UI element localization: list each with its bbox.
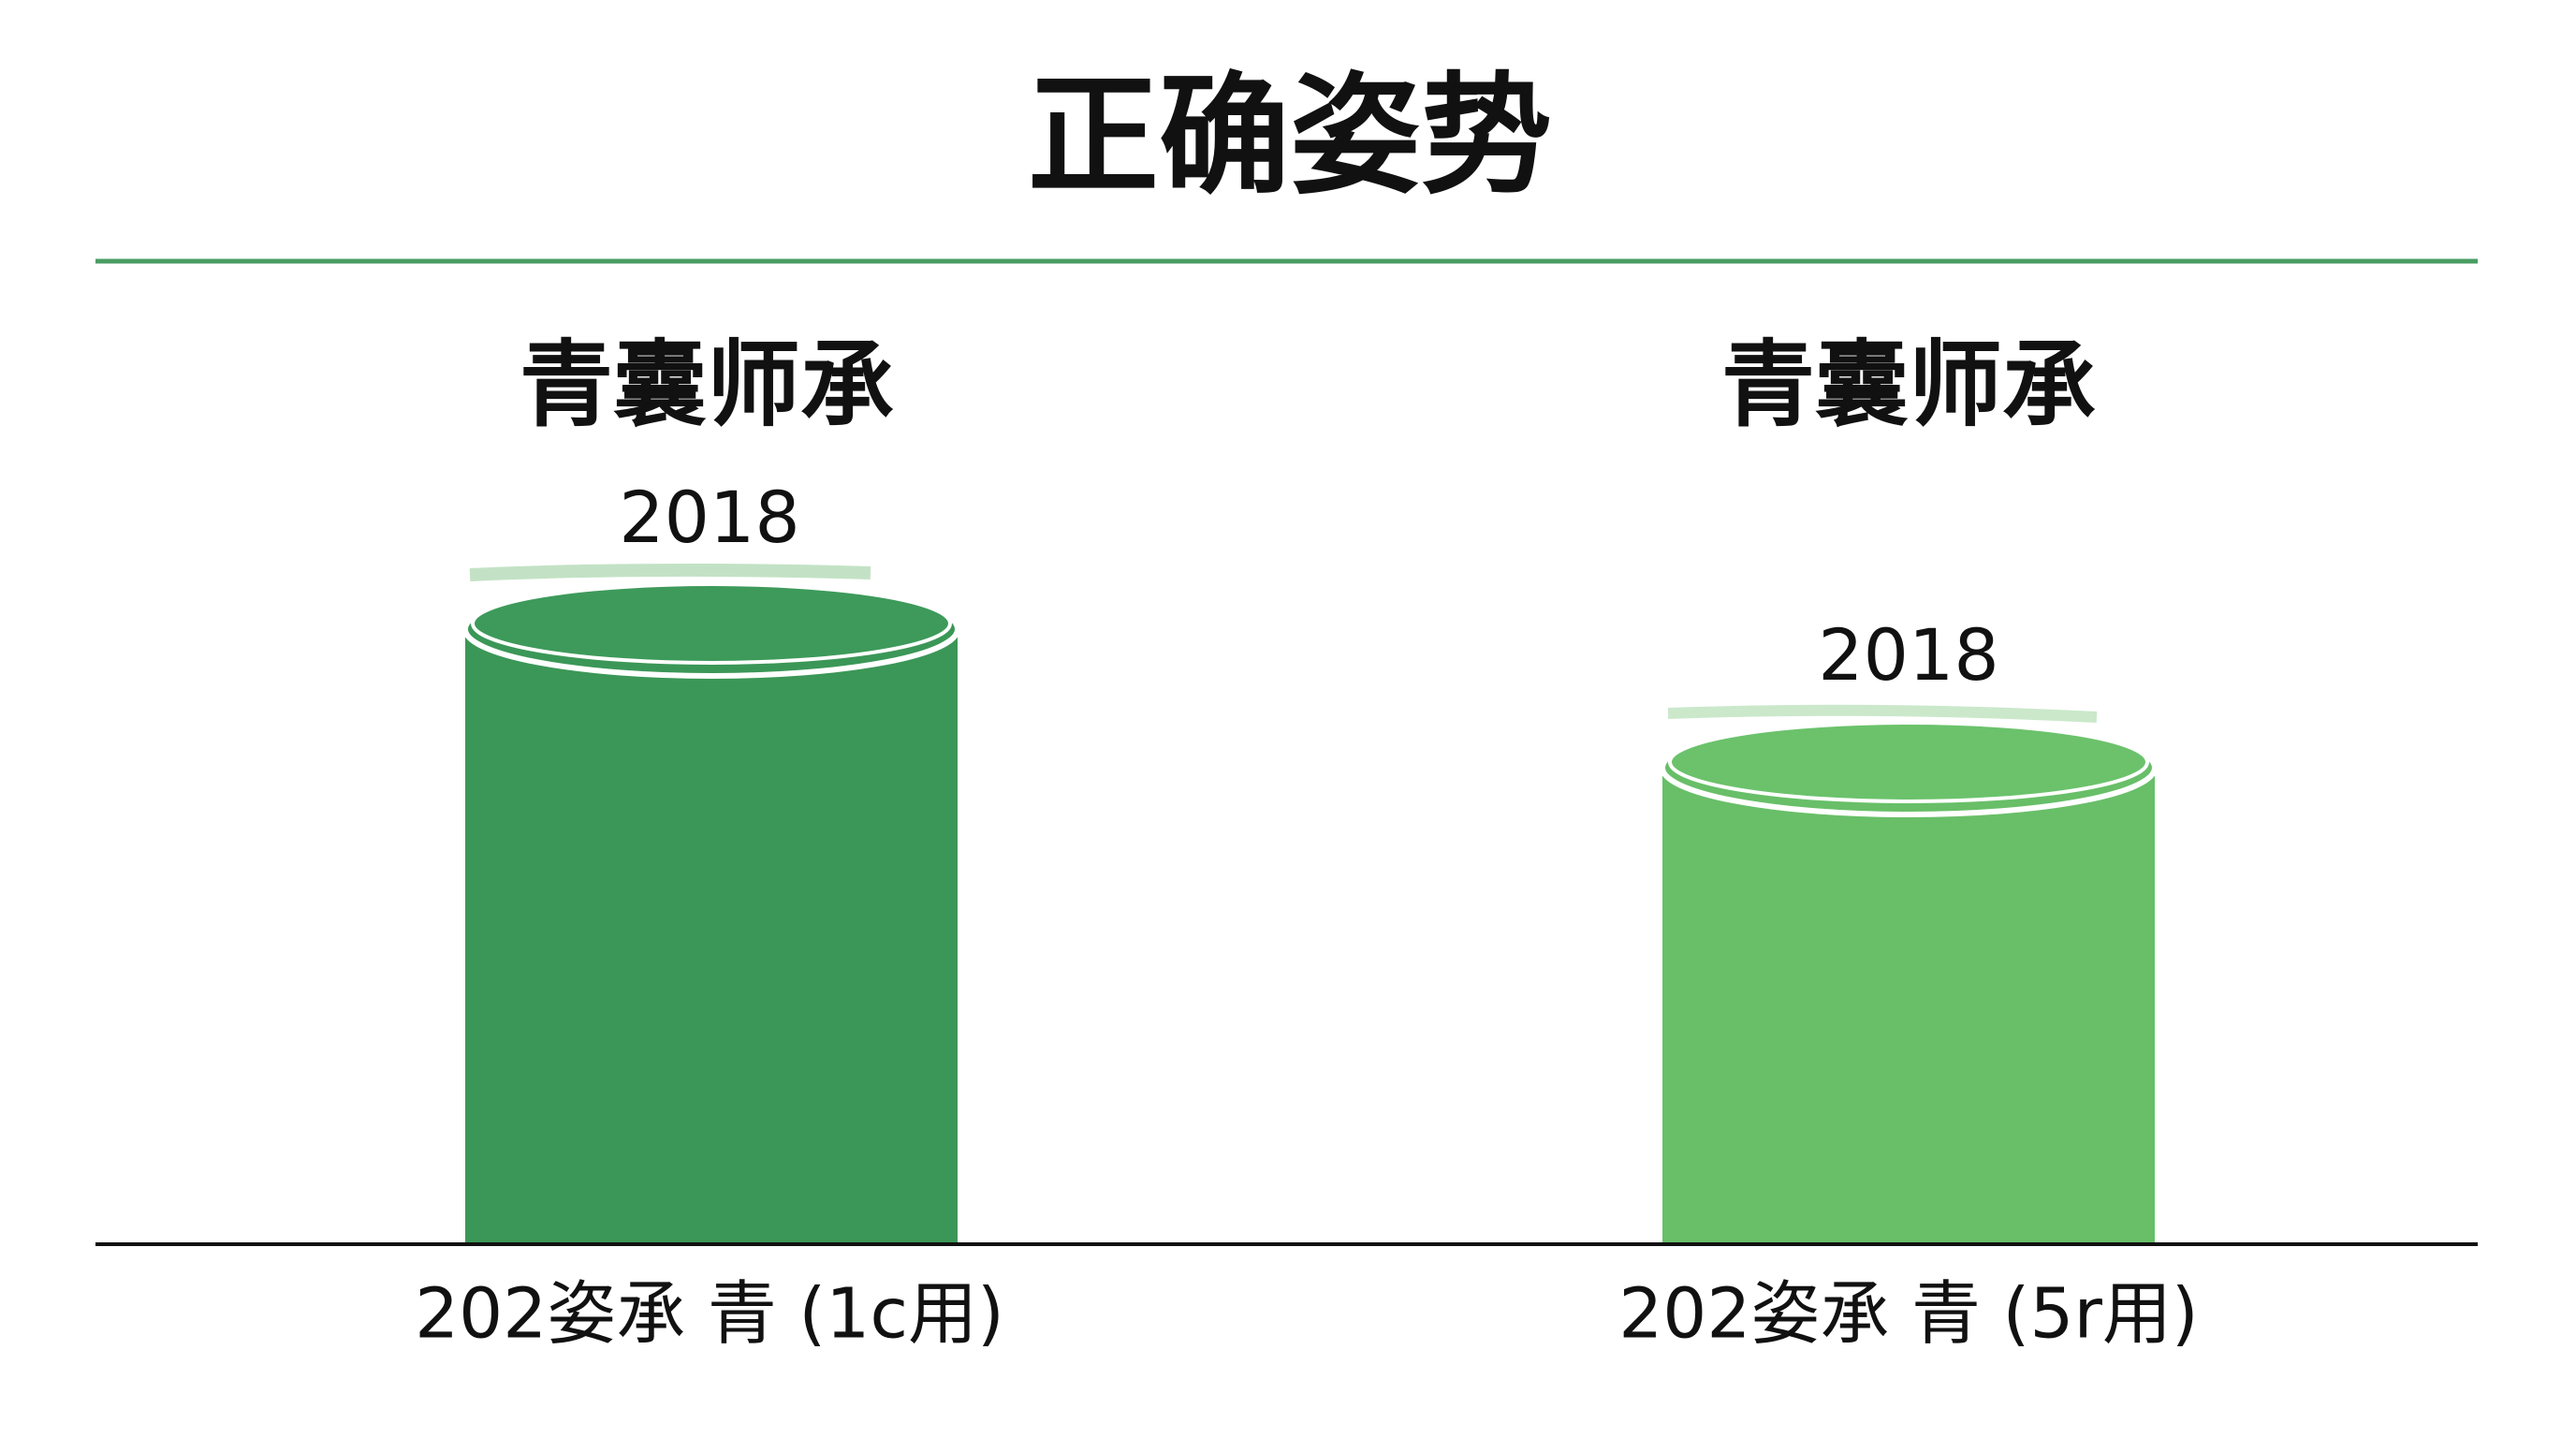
cylinder bbox=[1660, 704, 2158, 1243]
column-heading: 青囊师承 bbox=[1721, 330, 2096, 439]
smear bbox=[1667, 704, 2098, 723]
cylinder bbox=[462, 563, 960, 1243]
cylinder-body bbox=[465, 629, 958, 1243]
smear bbox=[469, 563, 871, 581]
column-label: 2018 bbox=[1818, 613, 1998, 697]
column-caption: 202姿承 青 (5r用) bbox=[1618, 1274, 2199, 1355]
column-caption: 202姿承 青 (1c用) bbox=[415, 1274, 1004, 1355]
page-title: 正确姿势 bbox=[1028, 61, 1552, 213]
cylinder-top-inner bbox=[1668, 721, 2149, 803]
column-label: 2018 bbox=[619, 476, 799, 559]
cylinder-body bbox=[1662, 768, 2155, 1243]
cylinder-top-inner bbox=[471, 582, 952, 665]
column-heading: 青囊师承 bbox=[520, 330, 894, 439]
